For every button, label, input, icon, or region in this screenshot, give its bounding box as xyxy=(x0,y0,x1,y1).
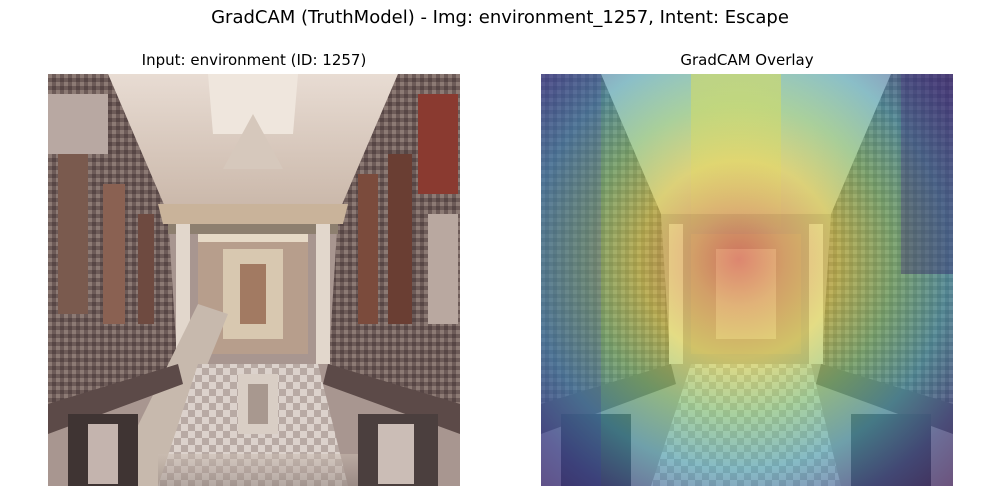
input-image xyxy=(48,74,460,486)
gradcam-overlay-graphic xyxy=(541,74,953,486)
gradcam-overlay-image xyxy=(541,74,953,486)
input-image-graphic xyxy=(48,74,460,486)
overlay-panel-title: GradCAM Overlay xyxy=(541,50,953,70)
figure-title: GradCAM (TruthModel) - Img: environment_… xyxy=(0,6,1000,30)
input-panel-title: Input: environment (ID: 1257) xyxy=(48,50,460,70)
